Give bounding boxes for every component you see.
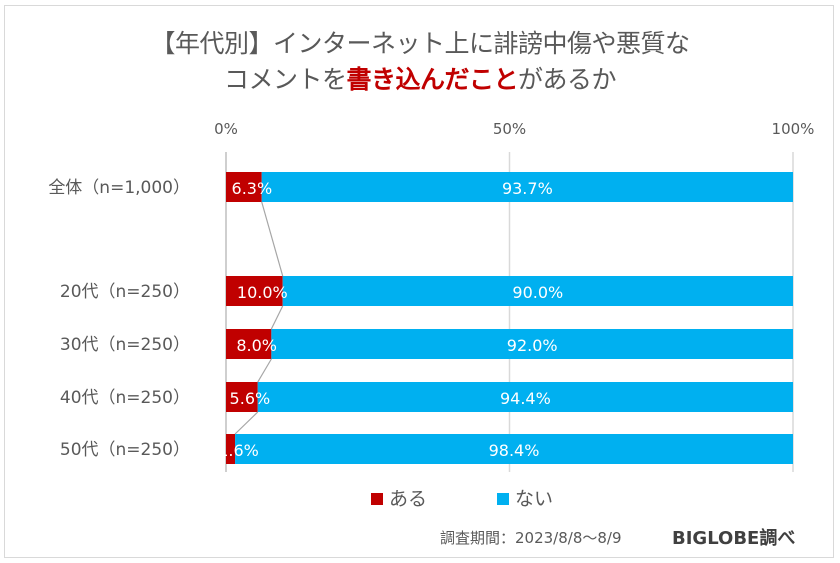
data-label-aru: 1.6% — [218, 441, 259, 460]
bar-nai — [235, 434, 793, 464]
bar-nai — [257, 382, 793, 412]
legend-label-aru: ある — [389, 488, 428, 510]
data-label-nai: 94.4% — [500, 389, 551, 408]
series-line — [270, 305, 284, 330]
title-line-1: 【年代別】インターネット上に誹謗中傷や悪質な — [150, 29, 690, 58]
category-label: 40代（n=250） — [60, 388, 190, 408]
bar-nai — [261, 172, 793, 202]
data-label-aru: 10.0% — [237, 283, 288, 302]
x-tick-label: 0% — [214, 120, 238, 138]
data-label-nai: 92.0% — [507, 336, 558, 355]
category-label: 30代（n=250） — [60, 335, 190, 355]
title-line-2-pre: コメントを — [223, 65, 347, 94]
data-labels: 6.3% 93.7% 10.0% 90.0% 8.0% 92.0% 5.6% 94.4% 1.6… — [218, 179, 563, 460]
category-label: 20代（n=250） — [60, 282, 190, 302]
title-highlight: 書き込んだこと — [346, 65, 518, 94]
bar-aru — [226, 329, 272, 359]
chart-title: 【年代別】インターネット上に誹謗中傷や悪質な コメントを書き込んだことがあるか — [0, 26, 840, 98]
title-line-2-post: があるか — [518, 65, 617, 94]
series-line — [261, 201, 284, 277]
data-label-aru: 5.6% — [230, 389, 271, 408]
legend-item-nai: ない — [497, 484, 553, 511]
survey-period: 調査期間：2023/8/8～8/9 — [440, 529, 622, 547]
x-axis-ticks: 0% 50% 100% — [214, 120, 814, 138]
series-line — [257, 358, 272, 383]
bar-aru — [226, 382, 258, 412]
data-label-nai: 93.7% — [502, 179, 553, 198]
category-labels: 全体（n=1,000） 20代（n=250） 30代（n=250） 40代（n=250… — [48, 178, 190, 460]
series-line — [234, 411, 259, 435]
legend-swatch-nai — [497, 493, 509, 505]
category-label: 50代（n=250） — [60, 440, 190, 460]
x-tick-label: 50% — [493, 120, 526, 138]
bar-aru — [226, 172, 262, 202]
bar-nai — [271, 329, 793, 359]
bar-nai — [282, 276, 793, 306]
bar-aru — [226, 276, 283, 306]
category-label: 全体（n=1,000） — [48, 178, 190, 198]
bar-aru — [226, 434, 236, 464]
brand-credit: BIGLOBE調べ — [672, 528, 796, 549]
legend-label-nai: ない — [515, 488, 554, 510]
data-label-aru: 6.3% — [232, 179, 273, 198]
x-tick-label: 100% — [772, 120, 815, 138]
data-label-aru: 8.0% — [236, 336, 277, 355]
title-line-2: コメントを書き込んだことがあるか — [0, 62, 840, 98]
legend-item-aru: ある — [371, 484, 427, 511]
data-label-nai: 98.4% — [489, 441, 540, 460]
data-label-nai: 90.0% — [512, 283, 563, 302]
legend-swatch-aru — [371, 493, 383, 505]
bars — [226, 172, 793, 464]
gridlines — [225, 152, 794, 472]
series-lines — [234, 201, 284, 435]
